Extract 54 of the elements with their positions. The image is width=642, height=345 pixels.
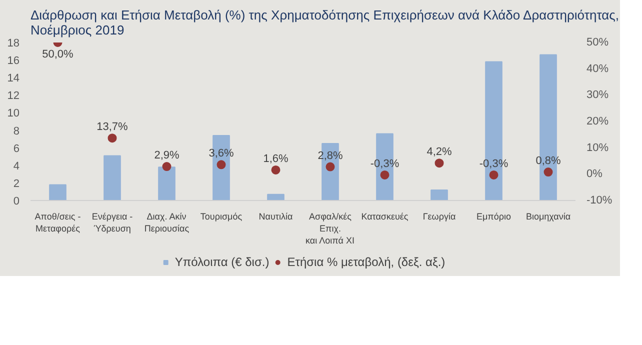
y2-tick-label: 40% [586, 62, 609, 75]
data-label: 1,6% [263, 152, 289, 165]
y-tick-label: 10 [7, 108, 20, 120]
y2-tick-label: 10% [586, 142, 609, 154]
bar [158, 166, 176, 200]
y-tick-label: 12 [7, 90, 20, 102]
legend-label: Ετήσια % μεταβολή, (δεξ. αξ.) [287, 255, 446, 269]
x-tick-label: Τουρισμός [200, 212, 243, 222]
bar [430, 189, 448, 200]
x-tick-label: Εμπόριο [476, 212, 512, 222]
bar [267, 194, 284, 200]
point [108, 134, 117, 143]
point [434, 158, 444, 168]
data-label: 0,8% [536, 155, 562, 168]
y-tick-label: 4 [13, 160, 20, 172]
y-tick-label: 0 [13, 196, 20, 208]
y2-tick-label: -10% [586, 194, 612, 206]
bar [104, 155, 121, 200]
point [216, 160, 226, 170]
y-tick-label: 2 [13, 178, 20, 190]
y2-tick-label: 30% [586, 89, 609, 102]
y-tick-label: 16 [7, 55, 20, 68]
y2-tick-label: 20% [586, 116, 609, 128]
point [544, 168, 553, 177]
point [271, 165, 280, 174]
data-label: 50,0% [42, 48, 74, 60]
x-tick-label: Κατασκευές [361, 212, 409, 222]
data-label: -0,3% [479, 158, 508, 170]
data-label: -0,3% [370, 158, 400, 170]
x-tick-label: Διαχ. Ακίν Περιουσίας [144, 212, 190, 234]
bar [49, 184, 66, 200]
data-label: 2,8% [318, 150, 344, 162]
y2-tick-label: 50% [586, 36, 609, 48]
x-tick-label: Ναυτιλία [258, 212, 293, 222]
y-tick-label: 14 [7, 72, 20, 85]
legend-label: Υπόλοιπα (€ δισ.) [174, 255, 270, 269]
y-tick-label: 18 [7, 38, 20, 50]
point [326, 162, 335, 172]
data-label: 2,9% [154, 150, 180, 162]
point [162, 162, 172, 172]
y-tick-label: 8 [13, 125, 20, 138]
data-label: 13,7% [96, 121, 128, 134]
x-tick-label: Βιομηχανία [526, 212, 571, 222]
chart-title: Διάρθρωση και Ετήσια Μεταβολή (%) της Χρηματοδότησης Επιχειρήσεων ανά Κλάδο Δραστηριότητας, Νοέμβριος 2019 [30, 8, 620, 38]
data-label: 4,2% [426, 146, 452, 158]
y2-tick-label: 0% [586, 168, 603, 180]
point [489, 170, 498, 180]
x-tick-label: Ασφαλ/κές Επιχ. και Λοιπά ΧΙ [306, 212, 354, 246]
data-label: 3,6% [208, 148, 234, 160]
y-tick-label: 6 [13, 142, 20, 155]
x-tick-label: Γεωργία [422, 212, 456, 222]
point [380, 170, 390, 180]
x-tick-label: Ενέργεια - Ύδρευση [92, 212, 133, 234]
x-tick-label: Αποθ/σεις - Μεταφορές [34, 212, 81, 234]
